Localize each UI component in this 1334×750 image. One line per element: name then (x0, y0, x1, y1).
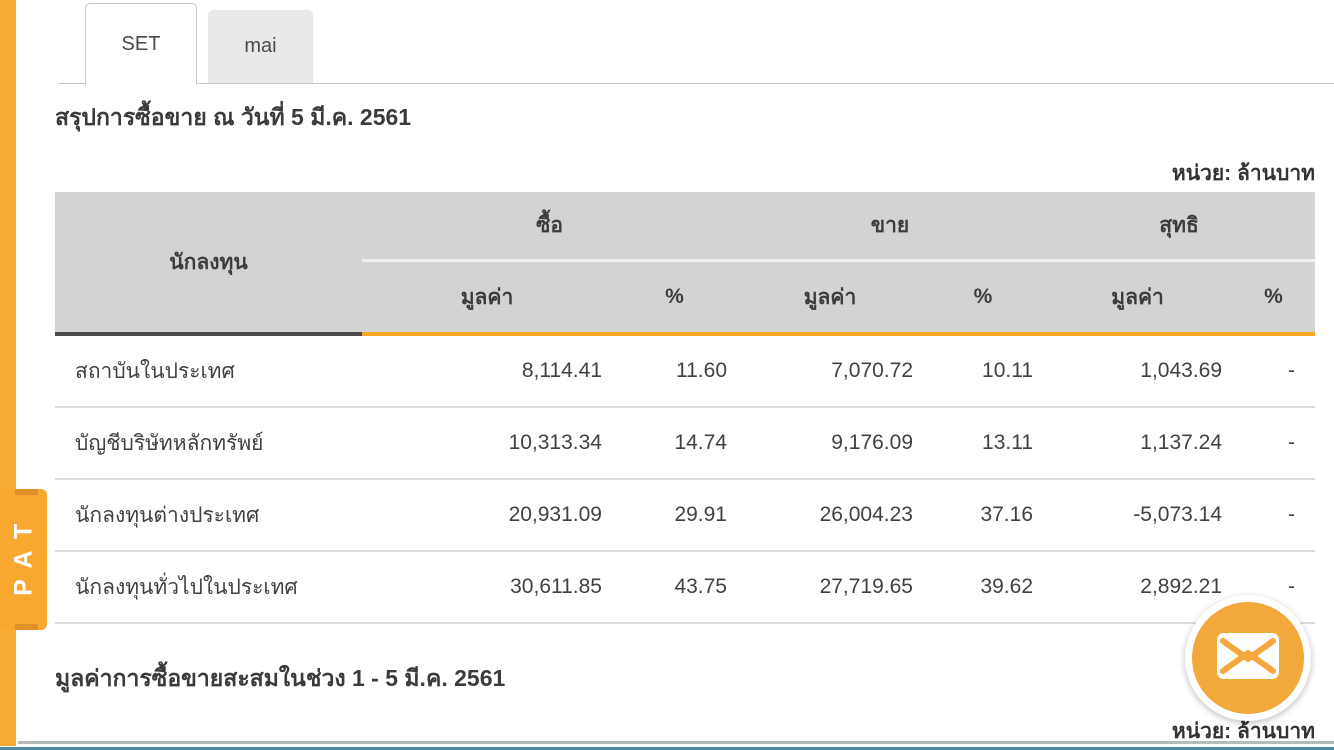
next-section-header-edge (0, 747, 1334, 750)
net-pct-cell: - (1232, 407, 1316, 480)
tap-ribbon-strip (0, 0, 16, 746)
header-group-buy: ซื้อ (362, 192, 737, 262)
tap-letter: P (9, 579, 37, 596)
sell-pct-cell: 13.11 (923, 407, 1044, 480)
net-value-cell: 1,043.69 (1043, 334, 1233, 408)
tab-set-label: SET (121, 33, 161, 55)
sell-pct-cell: 39.62 (923, 551, 1044, 624)
buy-pct-cell: 29.91 (612, 479, 737, 552)
section2-title: มูลค่าการซื้อขายสะสมในช่วง 1 - 5 มี.ค. 2… (55, 665, 506, 691)
buy-pct-cell: 11.60 (612, 334, 737, 408)
investor-cell: นักลงทุนทั่วไปในประเทศ (55, 551, 362, 624)
investor-summary-table: นักลงทุน ซื้อ ขาย สุทธิ มูลค่า % มูลค่า … (55, 192, 1316, 624)
unit-label-top: หน่วย: ล้านบาท (1171, 162, 1315, 185)
header-buy-value: มูลค่า (362, 260, 612, 336)
header-sell-value: มูลค่า (737, 260, 923, 336)
sell-value-cell: 26,004.23 (737, 479, 923, 552)
buy-value-cell: 8,114.41 (362, 334, 612, 408)
header-sell-pct: % (923, 260, 1044, 336)
tab-set[interactable]: SET (85, 3, 197, 85)
investor-cell: บัญชีบริษัทหลักทรัพย์ (55, 407, 362, 480)
investor-cell: สถาบันในประเทศ (55, 334, 362, 408)
tap-letter: T (9, 523, 37, 540)
table-row: นักลงทุนต่างประเทศ 20,931.09 29.91 26,00… (55, 479, 1316, 552)
contact-email-button-circle (1192, 602, 1304, 714)
header-group-net: สุทธิ (1043, 192, 1316, 262)
sell-pct-cell: 37.16 (923, 479, 1044, 552)
table-row: สถาบันในประเทศ 8,114.41 11.60 7,070.72 1… (55, 334, 1316, 408)
net-value-cell: 2,892.21 (1043, 551, 1233, 624)
tabbar-underline (58, 83, 1334, 84)
unit-label-bottom: หน่วย: ล้านบาท (1171, 720, 1315, 743)
buy-pct-cell: 14.74 (612, 407, 737, 480)
tap-letter: A (9, 550, 37, 569)
header-net-pct: % (1232, 260, 1316, 336)
buy-value-cell: 20,931.09 (362, 479, 612, 552)
next-table-top-border (18, 741, 1334, 744)
buy-pct-cell: 43.75 (612, 551, 737, 624)
table-row: นักลงทุนทั่วไปในประเทศ 30,611.85 43.75 2… (55, 551, 1316, 624)
envelope-icon (1216, 632, 1280, 685)
tab-mai[interactable]: mai (208, 10, 313, 83)
sell-pct-cell: 10.11 (923, 334, 1044, 408)
buy-value-cell: 30,611.85 (362, 551, 612, 624)
table-row: บัญชีบริษัทหลักทรัพย์ 10,313.34 14.74 9,… (55, 407, 1316, 480)
contact-email-button[interactable] (1185, 595, 1311, 721)
header-group-sell: ขาย (737, 192, 1044, 262)
sell-value-cell: 7,070.72 (737, 334, 923, 408)
net-pct-cell: - (1232, 479, 1316, 552)
sell-value-cell: 9,176.09 (737, 407, 923, 480)
buy-value-cell: 10,313.34 (362, 407, 612, 480)
header-buy-pct: % (612, 260, 737, 336)
tab-mai-label: mai (244, 35, 277, 57)
net-pct-cell: - (1232, 334, 1316, 408)
sell-value-cell: 27,719.65 (737, 551, 923, 624)
header-net-value: มูลค่า (1043, 260, 1233, 336)
net-value-cell: -5,073.14 (1043, 479, 1233, 552)
investor-cell: นักลงทุนต่างประเทศ (55, 479, 362, 552)
page-title: สรุปการซื้อขาย ณ วันที่ 5 มี.ค. 2561 (55, 104, 412, 130)
header-investor: นักลงทุน (55, 192, 362, 336)
net-value-cell: 1,137.24 (1043, 407, 1233, 480)
tap-feedback-button[interactable]: T A P (0, 489, 47, 630)
